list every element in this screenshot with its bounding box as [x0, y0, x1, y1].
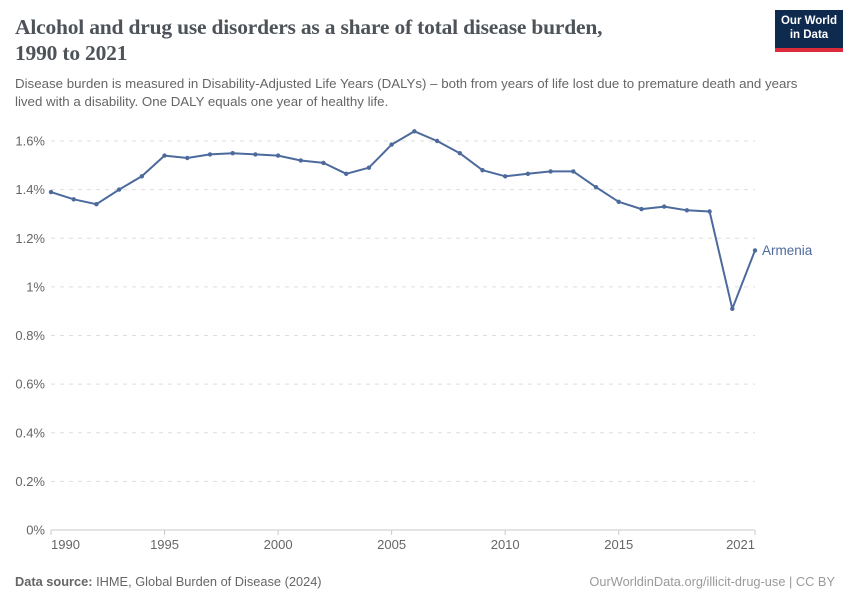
- data-point-2021[interactable]: [752, 248, 758, 253]
- data-point-2008[interactable]: [457, 151, 462, 156]
- x-tick-label: 2021: [726, 537, 755, 552]
- data-point-1998[interactable]: [230, 151, 235, 156]
- data-point-2000[interactable]: [275, 153, 281, 158]
- data-point-2017[interactable]: [662, 204, 667, 209]
- y-tick-label: 1.6%: [15, 134, 45, 149]
- data-point-2019[interactable]: [707, 209, 712, 214]
- data-point-1996[interactable]: [185, 155, 190, 161]
- data-point-2003[interactable]: [344, 171, 349, 176]
- x-tick-label: 2000: [264, 537, 293, 552]
- data-point-2015[interactable]: [616, 199, 621, 204]
- data-point-1997[interactable]: [207, 152, 213, 157]
- data-point-2010[interactable]: [503, 174, 508, 179]
- y-tick-label: 1%: [26, 279, 45, 294]
- title-line-1: Alcohol and drug use disorders as a shar…: [15, 15, 603, 39]
- chart-subtitle: Disease burden is measured in Disability…: [15, 76, 798, 109]
- y-tick-label: 0.8%: [15, 328, 45, 343]
- data-point-2005[interactable]: [389, 142, 394, 147]
- owid-logo[interactable]: Our World in Data: [775, 10, 843, 52]
- series-line[interactable]: [50, 130, 756, 310]
- logo-line-1: Our World: [780, 15, 837, 27]
- data-point-1993[interactable]: [116, 187, 122, 192]
- y-tick-label: 0.2%: [15, 474, 45, 489]
- data-point-1991[interactable]: [71, 197, 76, 202]
- x-tick-label: 2005: [377, 537, 406, 552]
- data-point-2009[interactable]: [480, 168, 485, 173]
- data-point-2002[interactable]: [321, 160, 326, 166]
- data-point-2001[interactable]: [298, 158, 303, 163]
- data-point-2006[interactable]: [412, 129, 417, 134]
- data-point-1994[interactable]: [139, 174, 144, 179]
- data-point-2011[interactable]: [525, 171, 531, 176]
- title-line-2: 1990 to 2021: [15, 41, 128, 65]
- data-point-1999[interactable]: [253, 152, 258, 157]
- x-tick-label: 1995: [150, 537, 179, 552]
- data-point-2016[interactable]: [639, 206, 644, 212]
- data-point-1995[interactable]: [162, 153, 167, 158]
- y-tick-label: 0%: [26, 523, 45, 538]
- data-source: Data source: IHME, Global Burden of Dise…: [15, 574, 322, 589]
- entity-label[interactable]: Armenia: [762, 243, 813, 258]
- data-point-2018[interactable]: [684, 208, 690, 213]
- y-tick-label: 1.2%: [15, 231, 45, 246]
- x-tick-label: 1990: [51, 537, 80, 552]
- page-title: Alcohol and drug use disorders as a shar…: [15, 14, 715, 66]
- data-point-2020[interactable]: [730, 306, 735, 311]
- footer-citation-link[interactable]: OurWorldinData.org/illicit-drug-use | CC…: [589, 574, 835, 589]
- data-point-1990[interactable]: [48, 189, 54, 195]
- x-tick-label: 2015: [604, 537, 633, 552]
- data-point-2013[interactable]: [571, 169, 576, 174]
- data-point-2004[interactable]: [366, 165, 372, 170]
- logo-line-2: in Data: [789, 28, 829, 41]
- data-point-1992[interactable]: [94, 202, 99, 207]
- y-tick-label: 0.4%: [15, 425, 45, 440]
- data-source-label: Data source:: [15, 574, 93, 589]
- x-tick-label: 2010: [491, 537, 520, 552]
- data-source-value[interactable]: IHME, Global Burden of Disease (2024): [96, 574, 322, 589]
- data-point-2014[interactable]: [593, 185, 599, 190]
- data-point-2012[interactable]: [548, 169, 553, 174]
- data-point-2007[interactable]: [434, 138, 440, 144]
- y-tick-label: 0.6%: [15, 377, 45, 392]
- y-tick-label: 1.4%: [15, 182, 45, 197]
